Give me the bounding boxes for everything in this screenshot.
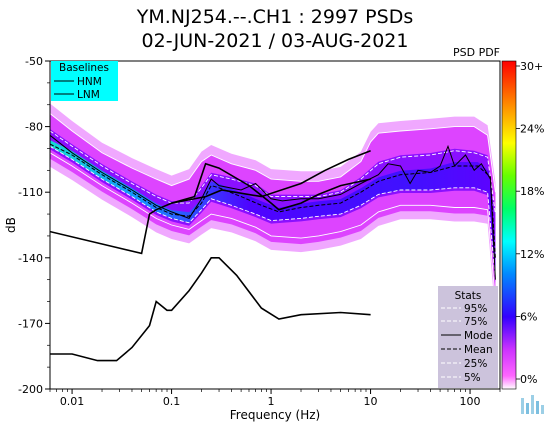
- y-tick-label: -200: [18, 383, 43, 396]
- x-tick-label: 1: [268, 395, 275, 408]
- series-mean-line: [50, 143, 496, 258]
- x-tick-label: 10: [364, 395, 378, 408]
- y-tick-label: -140: [18, 252, 43, 265]
- plot-frame: [49, 60, 501, 390]
- x-tick-label: 0.1: [163, 395, 181, 408]
- series-mode-line: [50, 134, 496, 280]
- waveform-logo-icon: [521, 395, 544, 414]
- series-lnm-line: [50, 162, 371, 255]
- colorbar-tick-label: 6%: [520, 310, 537, 323]
- p75-legend-label: 75%: [464, 316, 487, 328]
- p25-legend-label: 25%: [464, 358, 487, 370]
- colorbar-title: PSD PDF: [453, 46, 500, 59]
- stats-legend: Stats 95% 75% Mode Mean 25% 5%: [438, 286, 498, 388]
- colorbar-tick-label: 24%: [520, 123, 544, 136]
- y-tick-label: -50: [25, 55, 43, 68]
- p95-legend-label: 95%: [464, 303, 487, 315]
- y-tick-label: -80: [25, 121, 43, 134]
- colorbar-tick-label: 30+: [520, 60, 543, 73]
- chart-title: YM.NJ254.--.CH1 : 2997 PSDs: [136, 6, 414, 28]
- stats-legend-box: [438, 286, 498, 388]
- lnm-legend-label: LNM: [77, 89, 100, 101]
- series-95pct-line: [50, 113, 496, 193]
- density-layer: [50, 103, 496, 316]
- x-tick-label: 0.01: [60, 395, 85, 408]
- colorbar-tick-label: 18%: [520, 185, 544, 198]
- series-5pct-line: [50, 152, 496, 302]
- x-tick-label: 100: [460, 395, 481, 408]
- series-75pct-line: [50, 130, 496, 215]
- series-lnm-lower-line: [50, 257, 371, 362]
- y-tick-label: -170: [18, 317, 43, 330]
- x-axis-title: Frequency (Hz): [230, 408, 321, 422]
- series-25pct-line: [50, 145, 496, 280]
- p5-legend-label: 5%: [464, 372, 481, 384]
- chart-subtitle: 02-JUN-2021 / 03-AUG-2021: [141, 30, 409, 52]
- y-tick-label: -110: [18, 186, 43, 199]
- mode-legend-label: Mode: [464, 330, 493, 342]
- colorbar-tick-label: 12%: [520, 248, 544, 261]
- colorbar-tick-label: 0%: [520, 373, 537, 386]
- stats-legend-title: Stats: [455, 290, 482, 302]
- axes: 0.01 0.1 1 10 100 -50 -80 -110 -140 -170 -200 Frequ…: [4, 55, 501, 422]
- baselines-legend: Baselines HNM LNM: [51, 61, 118, 101]
- colorbar: [501, 60, 517, 390]
- y-axis-title: dB: [4, 217, 18, 233]
- series-hnm-line: [171, 149, 371, 204]
- mean-legend-label: Mean: [464, 344, 493, 356]
- density-core-band: [50, 140, 496, 280]
- stat-lines: [50, 113, 496, 362]
- colorbar-ticks: 30+ 24% 18% 12% 6% 0%: [516, 60, 544, 386]
- baselines-legend-title: Baselines: [59, 62, 109, 74]
- hnm-legend-label: HNM: [77, 76, 102, 88]
